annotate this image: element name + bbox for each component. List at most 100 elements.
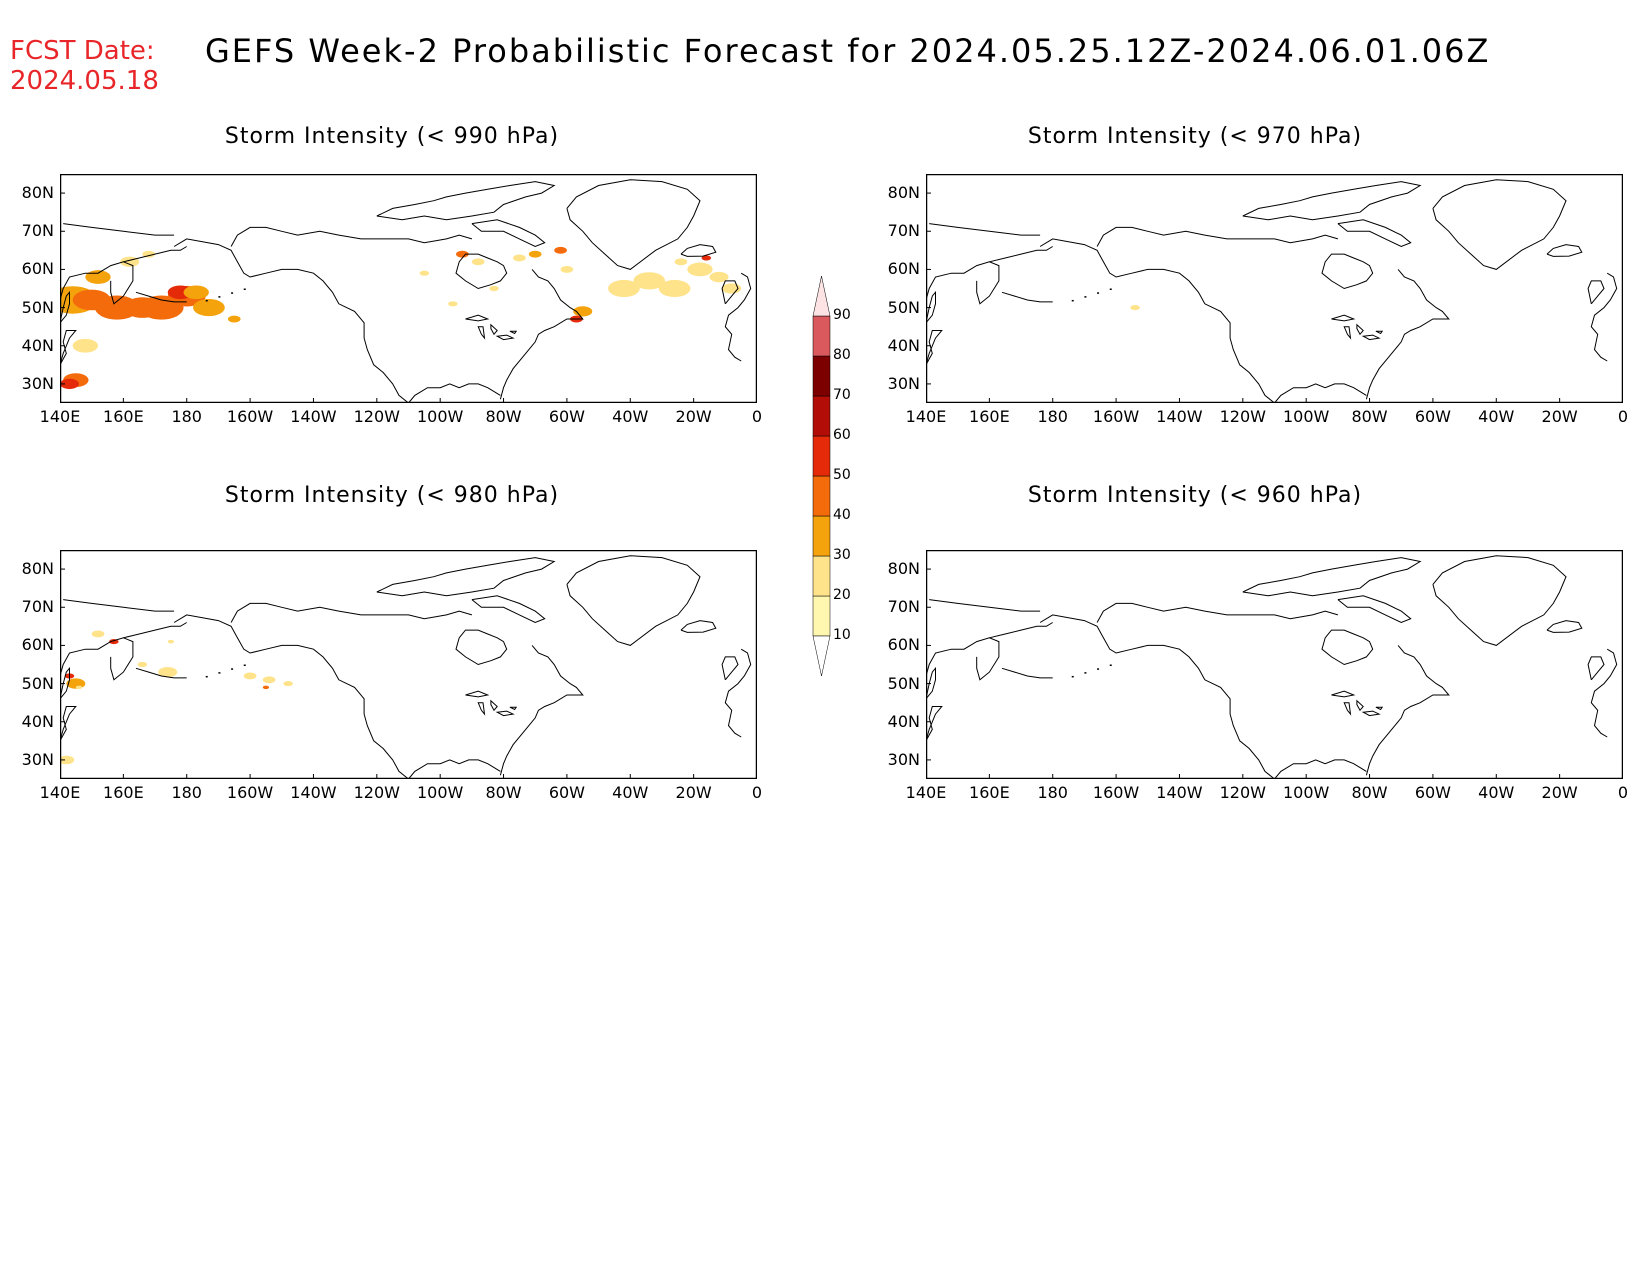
- panel-title-980: Storm Intensity (< 980 hPa): [224, 483, 560, 508]
- island-dot: [1109, 288, 1112, 290]
- lon-tick-label: 100W: [416, 407, 464, 426]
- lake-outline: [465, 690, 490, 698]
- map-panel-960: [926, 550, 1623, 779]
- probability-area: [85, 270, 111, 284]
- probability-area: [419, 270, 430, 276]
- island-dot: [205, 299, 208, 302]
- lon-tick-label: 0: [751, 407, 763, 426]
- coastline: [1001, 291, 1053, 303]
- lat-tick-label: 40N: [21, 711, 54, 731]
- coastline: [1432, 555, 1567, 646]
- colorbar-level-label: 80: [833, 347, 851, 363]
- lat-tick-label: 30N: [887, 749, 920, 769]
- colorbar: [812, 275, 831, 677]
- coastline: [471, 595, 546, 624]
- lat-tick-label: 30N: [21, 373, 54, 393]
- coastline: [123, 246, 187, 263]
- lon-tick-label: 180: [171, 407, 202, 426]
- coastline: [1590, 648, 1618, 738]
- lon-tick-label: 160E: [969, 407, 1010, 426]
- probability-area: [687, 262, 713, 277]
- island-dot: [231, 668, 234, 670]
- probability-area: [513, 254, 526, 262]
- lon-tick-label: 80W: [1351, 407, 1388, 426]
- island-dot: [1071, 299, 1074, 302]
- coastline: [455, 629, 508, 666]
- island-dot: [1084, 296, 1087, 298]
- lon-tick-label: 160W: [226, 407, 274, 426]
- colorbar-box: [812, 595, 831, 637]
- coastline: [173, 238, 409, 403]
- lon-tick-label: 180: [1037, 407, 1068, 426]
- forecast-date-block: FCST Date: 2024.05.18: [10, 36, 159, 96]
- map-panel-990: [60, 174, 757, 403]
- coastline: [989, 622, 1053, 639]
- colorbar-level-label: 60: [833, 427, 851, 443]
- island-dot: [205, 675, 208, 678]
- coastline: [173, 614, 409, 779]
- panel-title-960: Storm Intensity (< 960 hPa): [1027, 483, 1363, 508]
- coastline: [566, 179, 701, 270]
- lon-tick-label: 40W: [1478, 407, 1515, 426]
- coastline: [1321, 253, 1374, 290]
- lat-tick-label: 70N: [21, 597, 54, 617]
- lat-tick-label: 60N: [21, 259, 54, 279]
- probability-area: [227, 315, 241, 323]
- probability-area: [554, 246, 567, 254]
- forecast-date-value: 2024.05.18: [10, 66, 159, 96]
- probability-area: [560, 265, 574, 273]
- lon-tick-label: 160W: [226, 783, 274, 802]
- lat-tick-label: 40N: [887, 711, 920, 731]
- lon-tick-label: 100W: [1282, 783, 1330, 802]
- colorbar-level-label: 90: [833, 307, 851, 323]
- colorbar-box: [812, 315, 831, 357]
- coastline: [123, 622, 187, 639]
- colorbar-box: [812, 515, 831, 557]
- coastline: [1321, 629, 1374, 666]
- lon-tick-label: 20W: [675, 783, 712, 802]
- lat-tick-label: 60N: [21, 635, 54, 655]
- coastline: [1587, 280, 1605, 305]
- probability-area: [528, 250, 542, 258]
- colorbar-box: [812, 435, 831, 477]
- probability-area: [633, 272, 666, 290]
- coastline: [1274, 759, 1367, 779]
- lon-tick-label: 80W: [485, 783, 522, 802]
- probability-area: [456, 250, 469, 258]
- probability-area: [489, 285, 499, 292]
- coastline: [1337, 595, 1412, 624]
- probability-area: [72, 338, 99, 353]
- coastline: [721, 656, 739, 681]
- lake-outline: [1375, 706, 1384, 711]
- lake-outline: [1331, 690, 1356, 698]
- coastline: [1337, 219, 1412, 248]
- coastline: [1242, 557, 1422, 597]
- lat-tick-label: 70N: [887, 597, 920, 617]
- colorbar-box: [812, 355, 831, 397]
- lon-tick-label: 100W: [416, 783, 464, 802]
- lake-outline: [465, 314, 490, 322]
- colorbar-box: [812, 395, 831, 437]
- coastline: [721, 280, 739, 305]
- coastline: [989, 246, 1053, 263]
- probability-area: [262, 685, 270, 690]
- probability-area: [60, 378, 80, 390]
- coastline: [1365, 269, 1450, 400]
- coastline: [566, 555, 701, 646]
- lake-outline: [509, 330, 518, 335]
- colorbar-level-label: 40: [833, 507, 851, 523]
- lon-tick-label: 60W: [548, 407, 585, 426]
- probability-area: [158, 666, 178, 678]
- coastline: [230, 602, 473, 623]
- lon-tick-label: 0: [751, 783, 763, 802]
- coastline: [929, 599, 1041, 612]
- probability-area: [709, 271, 729, 283]
- map-frame: [60, 550, 757, 779]
- island-dot: [1109, 664, 1112, 666]
- coastline: [1546, 244, 1583, 257]
- colorbar-box: [812, 475, 831, 517]
- island-dot: [218, 296, 221, 298]
- island-dot: [218, 672, 221, 674]
- coastline: [926, 637, 1000, 681]
- lon-tick-label: 140W: [1156, 407, 1203, 426]
